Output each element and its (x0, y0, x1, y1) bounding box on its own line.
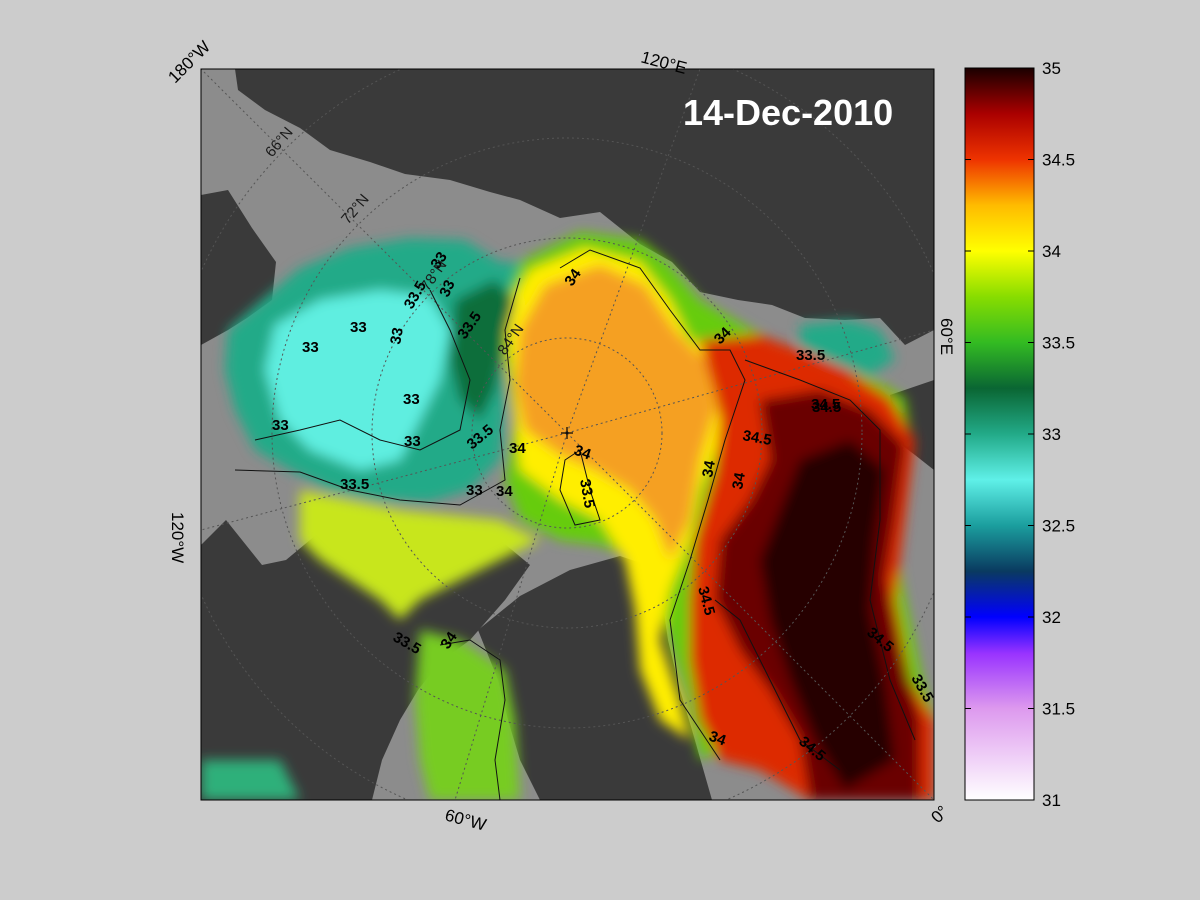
contour-label: 33.5 (340, 476, 369, 493)
graticule (201, 69, 934, 800)
land-masses (201, 69, 934, 800)
colorbar-tick-label: 31 (1042, 791, 1061, 810)
longitude-label-60e: 60°E (937, 318, 956, 355)
sal-region-east-siberian (800, 320, 895, 375)
colorbar-tick-label: 32.5 (1042, 517, 1075, 536)
contour-33-5-b (559, 449, 601, 526)
longitude-label-0: 0° (927, 802, 952, 827)
land-canada (201, 520, 530, 800)
sal-region-canada-basin-32-7 (265, 290, 450, 470)
contour-34 (559, 249, 746, 761)
contour-label: 34 (699, 459, 719, 479)
colorbar: 35 34.5 34 33.5 33 32.5 32 31.5 31 (964, 59, 1075, 810)
sal-region-darkest-35 (760, 440, 895, 790)
contour-34-5-b (714, 599, 841, 771)
land-siberia (235, 69, 934, 345)
contour-label: 34.5 (811, 396, 840, 413)
contour-33 (254, 289, 471, 451)
longitude-label-60w: 60°W (443, 806, 488, 835)
contour-lines (234, 249, 916, 800)
contour-label: 34.5 (741, 427, 773, 449)
colorbar-tick-label: 35 (1042, 59, 1061, 78)
contour-label: 34.5 (812, 399, 841, 416)
map-panel: 34 33 33 33.5 84°N 33 34 33.5 34.5 33 33… (201, 69, 934, 800)
contour-33-5 (234, 277, 521, 506)
contour-label: 34 (572, 442, 594, 464)
contour-label: 34 (707, 728, 729, 750)
contour-label: 33.5 (796, 347, 825, 364)
sal-region-bering (201, 760, 300, 800)
colorbar-tick-label: 31.5 (1042, 700, 1075, 719)
contour-label: 33 (404, 433, 421, 450)
colorbar-ticks: 35 34.5 34 33.5 33 32.5 32 31.5 31 (965, 59, 1075, 810)
longitude-label-120w: 120°W (168, 512, 187, 563)
colorbar-tick-label: 34 (1042, 242, 1061, 261)
contour-label: 34 (509, 440, 526, 457)
north-pole-marker (561, 427, 573, 439)
contour-label: 33 (350, 319, 367, 336)
colorbar-tick-label: 34.5 (1042, 151, 1075, 170)
contour-label: 34 (729, 471, 749, 491)
contour-34-5 (744, 359, 916, 741)
sal-region-orange-34-2 (515, 265, 715, 560)
colorbar-tick-label: 32 (1042, 608, 1061, 627)
colorbar-tick-label: 33 (1042, 425, 1061, 444)
contour-label-group: 34 33 33 33.5 84°N 33 34 33.5 34.5 33 33… (272, 249, 934, 765)
contour-label: 34 (496, 483, 513, 500)
contour-34-shelf (439, 639, 506, 800)
salinity-field (201, 232, 934, 800)
colorbar-gradient (964, 67, 1035, 801)
contour-label: 33 (272, 417, 289, 434)
colorbar-tick-label: 33.5 (1042, 334, 1075, 353)
sal-region-ridge-33-3 (450, 280, 515, 420)
contour-label: 33 (427, 249, 450, 272)
contour-label: 33 (302, 339, 319, 356)
date-label: 14-Dec-2010 (683, 92, 893, 133)
contour-label: 33 (403, 391, 420, 408)
contour-label: 33.5 (576, 478, 598, 510)
contour-label: 33 (436, 277, 458, 299)
map-frame (200, 68, 935, 801)
contour-label: 33 (466, 482, 483, 499)
contour-label: 33 (387, 326, 407, 345)
sal-region-archipelago (300, 490, 540, 620)
contour-label: 34.5 (694, 585, 718, 618)
